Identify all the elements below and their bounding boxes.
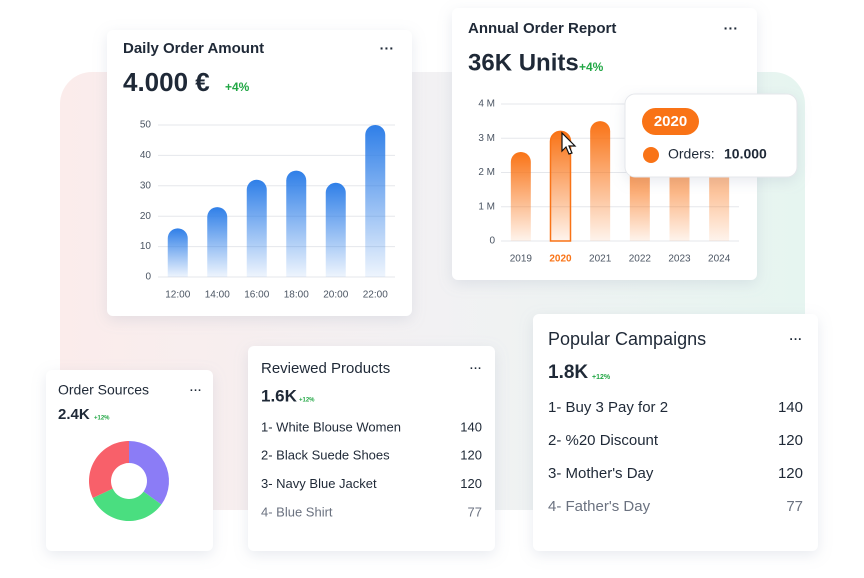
- x-tick-label: 16:00: [244, 290, 269, 301]
- row-label: 3- Mother's Day: [548, 465, 654, 482]
- row-value: 120: [460, 476, 482, 491]
- y-tick-label: 40: [140, 150, 152, 161]
- total: 36K Units: [468, 49, 579, 76]
- donut-segment: [89, 441, 129, 499]
- row-value: 120: [778, 465, 803, 482]
- row-value: 120: [460, 448, 482, 463]
- y-tick-label: 2 M: [478, 167, 495, 178]
- bar: [207, 207, 228, 277]
- bar: [286, 170, 307, 277]
- row-label: 4- Father's Day: [548, 498, 651, 515]
- tooltip-dot: [643, 147, 659, 163]
- reviewed-products-card: Reviewed Products ... 1.6K +12% 1- White…: [248, 346, 495, 551]
- row-label: 3- Navy Blue Jacket: [261, 476, 377, 491]
- popular-campaigns-card: Popular Campaigns ... 1.8K +12% 1- Buy 3…: [533, 314, 818, 551]
- bar: [246, 179, 267, 277]
- y-tick-label: 50: [140, 120, 152, 131]
- bar: [365, 125, 386, 277]
- y-tick-label: 0: [489, 236, 495, 247]
- donut-segment: [92, 488, 162, 521]
- change: +4%: [579, 60, 604, 74]
- menu-button[interactable]: ...: [380, 37, 395, 53]
- y-tick-label: 10: [140, 241, 152, 252]
- order-sources-card: Order Sources ... 2.4K +12%: [46, 370, 213, 551]
- x-tick-label: 12:00: [165, 290, 190, 301]
- row-label: 1- White Blouse Women: [261, 419, 401, 434]
- menu-button[interactable]: ...: [724, 17, 739, 33]
- row-label: 4- Blue Shirt: [261, 504, 333, 519]
- daily-order-card: Daily Order Amount ... 4.000 € +4% 0 10 20…: [107, 30, 412, 316]
- card: [248, 346, 495, 551]
- tooltip-pill: [642, 108, 699, 135]
- x-tick-label: 2021: [589, 254, 612, 265]
- menu-button[interactable]: ...: [190, 382, 202, 394]
- bar: [325, 182, 346, 277]
- x-tick-label: 22:00: [363, 290, 388, 301]
- y-tick-label: 3 M: [478, 133, 495, 144]
- x-tick-label: 18:00: [284, 290, 309, 301]
- y-tick-label: 20: [140, 211, 152, 222]
- bar: [510, 151, 531, 241]
- change: +12%: [94, 416, 110, 422]
- tooltip-label: Orders:: [668, 146, 715, 162]
- total: 2.4K: [58, 406, 90, 423]
- y-tick-label: 30: [140, 180, 152, 191]
- x-tick-label: 2020: [549, 254, 572, 265]
- x-tick-label: 20:00: [323, 290, 348, 301]
- tooltip-value: 10.000: [724, 146, 767, 162]
- y-tick-label: 1 M: [478, 201, 495, 212]
- cursor: [561, 131, 577, 155]
- x-tick-label: 14:00: [205, 290, 230, 301]
- card-title: Annual Order Report: [468, 20, 616, 37]
- y-tick-label: 4 M: [478, 99, 495, 110]
- card-title: Reviewed Products: [261, 360, 390, 377]
- change: +12%: [299, 398, 315, 404]
- x-tick-label: 2022: [629, 254, 652, 265]
- row-value: 77: [786, 498, 803, 515]
- x-tick-label: 2019: [510, 254, 533, 265]
- tooltip: 2020 Orders: 10.000: [561, 93, 798, 178]
- bar: [590, 121, 611, 241]
- row-value: 120: [778, 432, 803, 449]
- total: 4.000 €: [123, 67, 210, 97]
- bar: [167, 228, 188, 277]
- row-label: 1- Buy 3 Pay for 2: [548, 399, 668, 416]
- donut-segment: [129, 441, 169, 505]
- menu-button[interactable]: ...: [789, 329, 802, 343]
- total: 1.6K: [261, 386, 298, 405]
- change: +4%: [225, 80, 250, 94]
- y-tick-label: 0: [145, 272, 151, 283]
- row-label: 2- Black Suede Shoes: [261, 448, 390, 463]
- card-title: Order Sources: [58, 382, 149, 398]
- row-label: 2- %20 Discount: [548, 432, 659, 449]
- change: +12%: [592, 374, 611, 381]
- tooltip-box: [624, 93, 798, 178]
- total: 1.8K: [548, 362, 588, 383]
- x-tick-label: 2024: [708, 254, 731, 265]
- row-value: 77: [468, 504, 482, 519]
- tooltip-title: 2020: [654, 113, 687, 130]
- row-value: 140: [460, 419, 482, 434]
- card: [533, 314, 818, 551]
- card-title: Popular Campaigns: [548, 329, 706, 349]
- row-value: 140: [778, 399, 803, 416]
- menu-button[interactable]: ...: [470, 360, 482, 372]
- card-title: Daily Order Amount: [123, 40, 264, 57]
- x-tick-label: 2023: [668, 254, 691, 265]
